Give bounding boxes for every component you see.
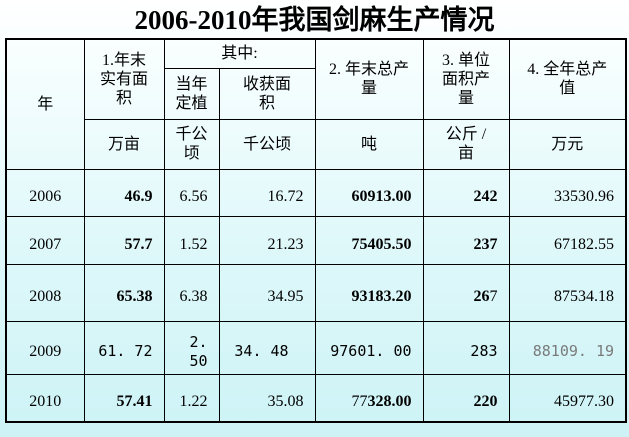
cell-value: 21.23 <box>267 235 304 253</box>
cell-value: 220 <box>473 393 498 411</box>
cell-value: 97601. 00 <box>330 342 412 360</box>
unit-wanmu: 万亩 <box>83 118 165 170</box>
data-cell: 2. 50 <box>163 320 220 375</box>
data-cell: 21.23 <box>218 215 316 265</box>
production-table: 年 1.年末 实有面 积 其中: 2. 年末总产 量 3. 单位 面积产 量 4… <box>5 38 628 423</box>
unit-wanyuan: 万元 <box>508 118 627 170</box>
cell-value: 45977.30 <box>554 393 615 411</box>
data-cell: 242 <box>422 168 510 217</box>
year-cell: 2010 <box>5 373 85 423</box>
data-cell: 45977.30 <box>508 373 627 423</box>
header-total-value: 4. 全年总产 值 <box>508 38 627 120</box>
data-cell: 67182.55 <box>508 215 627 265</box>
page-title: 2006-2010年我国剑麻生产情况 <box>134 5 495 35</box>
header-among-which: 其中: <box>163 38 316 69</box>
cell-value: 57.41 <box>116 393 153 411</box>
data-cell: 88109. 19 <box>508 320 627 375</box>
data-cell: 65.38 <box>83 263 165 322</box>
data-cell: 34.95 <box>218 263 316 322</box>
data-cell: 61. 72 <box>83 320 165 375</box>
header-row-top: 年 1.年末 实有面 积 其中: 2. 年末总产 量 3. 单位 面积产 量 4… <box>5 38 627 170</box>
cell-value: 34. 48 <box>234 342 289 360</box>
data-cell: 57.7 <box>83 215 165 265</box>
cell-value: 34.95 <box>267 288 304 305</box>
table-row: 2007 57.7 1.52 21.23 75405.50 237 67182.55 <box>5 215 627 265</box>
table-row: 2008 65.38 6.38 34.95 93183.20 267 87534.18 <box>5 263 627 322</box>
table-row: 2009 61. 72 2. 50 34. 48 97601. 00 283 88109. … <box>5 320 627 375</box>
data-cell: 1.52 <box>163 215 220 265</box>
data-cell: 93183.20 <box>314 263 424 322</box>
header-total-output: 2. 年末总产 量 <box>314 38 424 120</box>
cell-value: 6.56 <box>179 188 208 205</box>
cell-value: 46.9 <box>124 188 153 205</box>
header-year: 年 <box>5 38 85 170</box>
data-cell: 1.22 <box>163 373 220 423</box>
cell-value: 242 <box>473 188 498 205</box>
data-cell: 35.08 <box>218 373 316 423</box>
data-cell: 16.72 <box>218 168 316 217</box>
data-cell: 33530.96 <box>508 168 627 217</box>
data-cell: 60913.00 <box>314 168 424 217</box>
cell-value: 26 <box>473 288 490 305</box>
year-cell: 2009 <box>5 320 85 375</box>
header-row-sub: 当年 定植 收获面 积 <box>6 67 626 120</box>
table-body: 2006 46.9 6.56 16.72 60913.00 242 33530.96 2007… <box>5 168 627 423</box>
cell-value: 1.22 <box>179 393 208 411</box>
data-cell: 57.41 <box>83 373 165 423</box>
year-cell: 2008 <box>5 263 85 322</box>
header-yearend-area: 1.年末 实有面 积 <box>83 38 165 120</box>
cell-value: 87534.18 <box>554 288 615 305</box>
cell-value: 75405.50 <box>351 235 412 253</box>
data-cell: 267 <box>422 263 510 322</box>
cell-value: 57.7 <box>124 235 153 253</box>
data-cell: 6.38 <box>163 263 220 322</box>
header-unit-yield: 3. 单位 面积产 量 <box>422 38 510 120</box>
data-cell: 283 <box>422 320 510 375</box>
cell-value: 283 <box>470 342 498 360</box>
year-cell: 2006 <box>5 168 85 217</box>
header-row-units: 万亩 千公 顷 千公顷 吨 公斤 / 亩 万元 <box>6 118 627 170</box>
cell-value: 35.08 <box>267 393 304 411</box>
data-cell: 75405.50 <box>314 215 424 265</box>
unit-thousand-hectare-planted: 千公 顷 <box>163 118 220 170</box>
cell-value: 93183.20 <box>351 288 412 305</box>
header-planted: 当年 定植 <box>163 67 220 120</box>
cell-value: 6.38 <box>179 288 208 305</box>
cell-value: 61. 72 <box>98 342 153 360</box>
cell-value: 1.52 <box>179 235 208 253</box>
table-row: 2006 46.9 6.56 16.72 60913.00 242 33530.96 <box>5 168 627 217</box>
cell-value: 16.72 <box>267 188 304 205</box>
cell-value: 65.38 <box>116 288 153 305</box>
header-harvested: 收获面 积 <box>218 67 316 120</box>
data-cell: 237 <box>422 215 510 265</box>
unit-thousand-hectare-harvested: 千公顷 <box>218 118 316 170</box>
table-row: 2010 57.41 1.22 35.08 77328.00 220 45977.30 <box>5 373 627 423</box>
year-cell: 2007 <box>5 215 85 265</box>
cell-value: 33530.96 <box>554 188 615 205</box>
cell-value: 60913.00 <box>351 188 412 205</box>
cell-value: 328.00 <box>367 393 412 411</box>
data-cell: 97601. 00 <box>314 320 424 375</box>
data-cell: 220 <box>422 373 510 423</box>
data-cell: 6.56 <box>163 168 220 217</box>
unit-ton: 吨 <box>314 118 424 170</box>
data-cell: 77328.00 <box>314 373 424 423</box>
cell-value: 88109. 19 <box>532 342 615 360</box>
cell-value: 77 <box>351 393 368 411</box>
cell-value: 67182.55 <box>554 235 615 253</box>
cell-value: 7 <box>489 288 498 305</box>
unit-kg-per-mu: 公斤 / 亩 <box>422 118 510 170</box>
cell-value: 237 <box>473 235 498 253</box>
data-cell: 87534.18 <box>508 263 627 322</box>
cell-value: 2. 50 <box>189 332 208 370</box>
data-cell: 34. 48 <box>218 320 316 375</box>
data-cell: 46.9 <box>83 168 165 217</box>
